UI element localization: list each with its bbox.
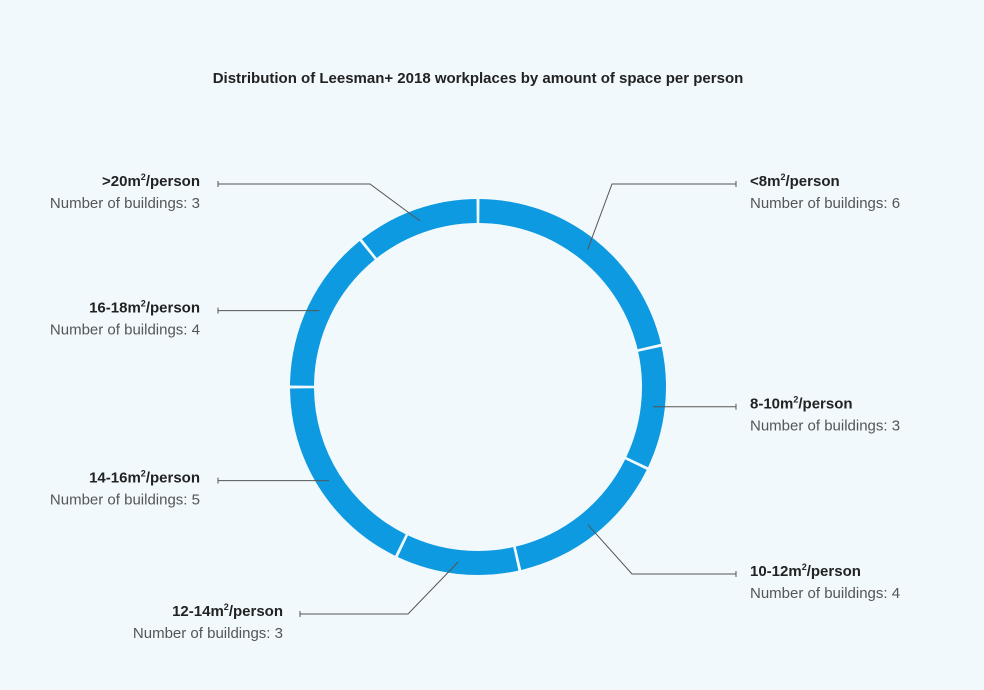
donut-segment-4 <box>397 535 519 575</box>
chart-title: Distribution of Leesman+ 2018 workplaces… <box>213 70 744 87</box>
segment-count-7: Number of buildings: 3 <box>50 195 200 212</box>
segment-label-5: 14-16m2/person <box>89 469 200 487</box>
segment-label-4: 12-14m2/person <box>172 602 283 620</box>
segment-label-7: >20m2/person <box>102 172 200 190</box>
donut-segment-3 <box>515 459 647 570</box>
segment-count-2: Number of buildings: 3 <box>750 418 900 435</box>
segment-label-2: 8-10m2/person <box>750 395 853 413</box>
segment-count-6: Number of buildings: 4 <box>50 322 200 339</box>
segment-count-4: Number of buildings: 3 <box>133 625 283 642</box>
leader-line-3 <box>587 524 736 575</box>
segment-label-6: 16-18m2/person <box>89 299 200 317</box>
leader-line-4 <box>300 561 459 615</box>
donut-segment-7 <box>361 199 477 258</box>
segment-count-1: Number of buildings: 6 <box>750 195 900 212</box>
segment-label-1: <8m2/person <box>750 172 840 190</box>
segment-count-5: Number of buildings: 5 <box>50 492 200 509</box>
donut-segment-2 <box>626 346 666 468</box>
segment-count-3: Number of buildings: 4 <box>750 585 900 602</box>
leader-line-7 <box>218 183 421 222</box>
segment-labels: <8m2/person Number of buildings: 6 8-10m2/… <box>50 172 900 642</box>
leader-line-1 <box>587 183 736 250</box>
donut-segment-1 <box>479 199 661 350</box>
donut-ring <box>290 199 666 575</box>
donut-segment-6 <box>290 240 375 386</box>
segment-label-3: 10-12m2/person <box>750 562 861 580</box>
donut-segment-5 <box>290 388 406 556</box>
